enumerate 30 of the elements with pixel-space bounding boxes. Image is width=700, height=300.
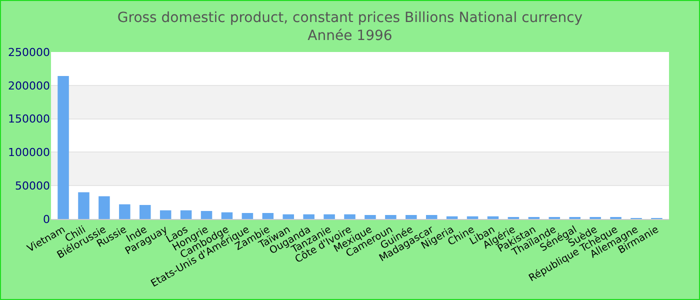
bar bbox=[466, 216, 478, 219]
bar bbox=[406, 214, 417, 219]
bar bbox=[58, 76, 69, 219]
bar bbox=[344, 214, 356, 219]
bar bbox=[303, 214, 314, 219]
bar bbox=[200, 210, 212, 219]
bar bbox=[180, 210, 192, 219]
bar bbox=[364, 214, 376, 219]
bar bbox=[140, 204, 151, 219]
bar bbox=[446, 216, 458, 219]
y-tick-label: 250000 bbox=[8, 46, 50, 59]
y-tick-label: 150000 bbox=[8, 112, 50, 126]
bar bbox=[221, 212, 233, 219]
chart-title: Gross domestic product, constant prices Billions National currency bbox=[117, 10, 583, 26]
y-tick-label: 0 bbox=[43, 212, 50, 226]
bar bbox=[262, 212, 274, 219]
bar bbox=[426, 214, 438, 219]
y-tick-label: 50000 bbox=[15, 179, 50, 192]
bar bbox=[160, 210, 172, 219]
chart-subtitle: Année 1996 bbox=[308, 28, 392, 44]
bar bbox=[242, 212, 254, 219]
bar bbox=[487, 216, 499, 219]
bar bbox=[324, 214, 335, 219]
bar bbox=[385, 214, 396, 219]
bar bbox=[119, 204, 130, 219]
y-tick-label: 200000 bbox=[8, 79, 50, 92]
bar bbox=[98, 196, 110, 219]
y-tick-label: 100000 bbox=[8, 146, 50, 160]
bar bbox=[78, 192, 90, 219]
bar bbox=[282, 214, 294, 219]
